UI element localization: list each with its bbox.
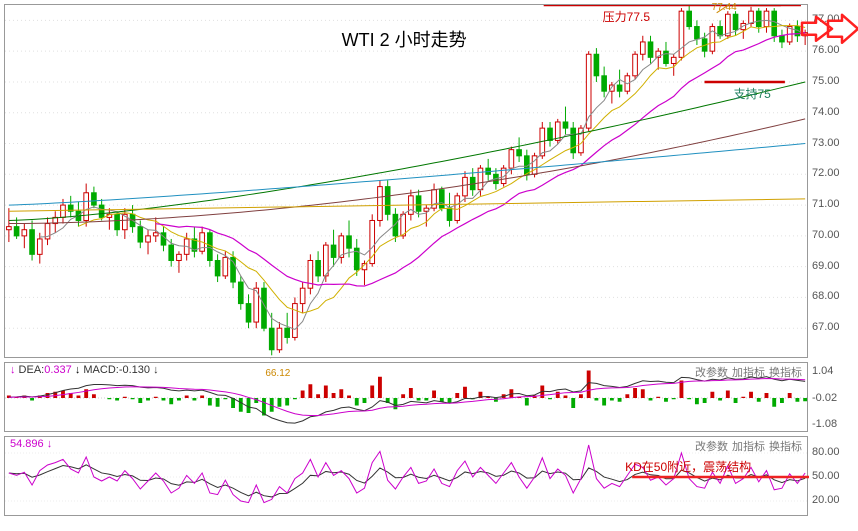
kd-header-links: 改参数加指标换指标 (691, 438, 802, 454)
resistance-label: 压力77.5 (603, 8, 650, 25)
y-tick-label: 71.00 (812, 198, 854, 210)
y-tick-label: 68.00 (812, 290, 854, 302)
y-tick-label: 74.00 (812, 106, 854, 118)
macd-link-2[interactable]: 换指标 (769, 367, 802, 379)
y-tick-label: 50.00 (812, 470, 854, 482)
support-label: 支持75 (733, 85, 770, 102)
y-tick-label: 77.00 (812, 13, 854, 25)
low-price-label: 66.12 (265, 368, 290, 379)
macd-link-1[interactable]: 加指标 (732, 367, 765, 379)
macd-header-links: 改参数加指标换指标 (691, 364, 802, 380)
kd-annotation-label: KD在50附近，震荡结构 (625, 458, 751, 475)
y-tick-label: 72.00 (812, 167, 854, 179)
y-tick-label: 80.00 (812, 446, 854, 458)
kd-link-2[interactable]: 换指标 (769, 441, 802, 453)
y-tick-label: 20.00 (812, 494, 854, 506)
y-tick-label: 73.00 (812, 137, 854, 149)
macd-link-0[interactable]: 改参数 (695, 367, 728, 379)
y-tick-label: -0.02 (812, 392, 854, 404)
kd-header-values: 54.896 ↓ (10, 438, 52, 450)
kd-link-0[interactable]: 改参数 (695, 441, 728, 453)
y-tick-label: 1.04 (812, 365, 854, 377)
y-tick-label: 69.00 (812, 260, 854, 272)
chart-title: WTI 2 小时走势 (342, 26, 467, 52)
kd-panel (4, 436, 808, 516)
y-tick-label: 75.00 (812, 75, 854, 87)
y-tick-label: 76.00 (812, 44, 854, 56)
y-tick-label: -1.08 (812, 418, 854, 430)
price-chart-panel (4, 4, 808, 358)
y-tick-label: 67.00 (812, 321, 854, 333)
y-tick-label: 70.00 (812, 229, 854, 241)
kd-link-1[interactable]: 加指标 (732, 441, 765, 453)
macd-header-values: ↓ DEA:0.337 ↓ MACD:-0.130 ↓ (10, 364, 159, 376)
high-price-label: 77.44 (712, 2, 737, 13)
